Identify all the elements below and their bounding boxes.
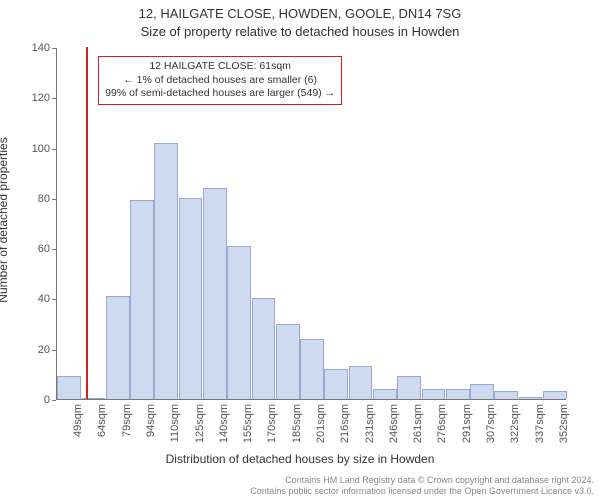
- x-tick-label: 276sqm: [436, 404, 448, 443]
- histogram-bar: [252, 298, 276, 399]
- x-tick-label: 337sqm: [534, 404, 546, 443]
- x-tick-label: 291sqm: [461, 404, 473, 443]
- x-tick-label: 231sqm: [364, 404, 376, 443]
- x-tick-label: 261sqm: [412, 404, 424, 443]
- histogram-bar: [324, 369, 348, 399]
- annotation-box: 12 HAILGATE CLOSE: 61sqm ← 1% of detache…: [98, 56, 342, 105]
- y-tick-label: 0: [20, 394, 50, 406]
- histogram-bar: [82, 398, 106, 399]
- chart-title-address: 12, HAILGATE CLOSE, HOWDEN, GOOLE, DN14 …: [0, 6, 600, 21]
- y-tick: [52, 149, 56, 150]
- y-tick-label: 20: [20, 344, 50, 356]
- x-tick-label: 201sqm: [315, 404, 327, 443]
- x-tick-label: 170sqm: [266, 404, 278, 443]
- annotation-line-1: 12 HAILGATE CLOSE: 61sqm: [105, 60, 335, 74]
- chart-title-description: Size of property relative to detached ho…: [0, 24, 600, 39]
- y-tick-label: 80: [20, 193, 50, 205]
- chart-container: 12, HAILGATE CLOSE, HOWDEN, GOOLE, DN14 …: [0, 0, 600, 500]
- x-tick-label: 246sqm: [388, 404, 400, 443]
- y-tick-label: 60: [20, 243, 50, 255]
- plot-frame: 12 HAILGATE CLOSE: 61sqm ← 1% of detache…: [56, 48, 566, 400]
- x-tick-label: 140sqm: [218, 404, 230, 443]
- x-tick-label: 216sqm: [339, 404, 351, 443]
- x-tick-label: 110sqm: [169, 404, 181, 442]
- histogram-bar: [519, 397, 543, 400]
- histogram-bar: [203, 188, 227, 399]
- y-tick-label: 140: [20, 42, 50, 54]
- y-tick: [52, 249, 56, 250]
- y-tick: [52, 98, 56, 99]
- x-tick-label: 352sqm: [558, 404, 570, 443]
- histogram-bar: [300, 339, 324, 399]
- histogram-bar: [57, 376, 81, 399]
- x-tick-label: 49sqm: [72, 404, 84, 437]
- x-tick-label: 64sqm: [96, 404, 108, 437]
- plot-area: 12 HAILGATE CLOSE: 61sqm ← 1% of detache…: [56, 48, 566, 400]
- histogram-bar: [543, 391, 567, 399]
- y-tick: [52, 400, 56, 401]
- histogram-bar: [373, 389, 397, 399]
- histogram-bar: [227, 246, 251, 399]
- attribution: Contains HM Land Registry data © Crown c…: [250, 475, 594, 498]
- x-tick-label: 125sqm: [194, 404, 206, 443]
- x-tick-label: 155sqm: [242, 404, 254, 443]
- histogram-bar: [422, 389, 446, 399]
- histogram-bar: [349, 366, 373, 399]
- histogram-bar: [130, 200, 154, 399]
- y-axis-label: Number of detached properties: [0, 137, 10, 302]
- histogram-bar: [470, 384, 494, 399]
- attribution-line-2: Contains public sector information licen…: [250, 486, 594, 497]
- y-tick-label: 40: [20, 293, 50, 305]
- histogram-bar: [276, 324, 300, 399]
- y-tick-label: 120: [20, 92, 50, 104]
- x-tick-label: 322sqm: [509, 404, 521, 443]
- x-tick-label: 307sqm: [485, 404, 497, 443]
- x-tick-label: 94sqm: [145, 404, 157, 437]
- x-tick-label: 79sqm: [121, 404, 133, 437]
- histogram-bar: [179, 198, 203, 399]
- property-marker-line: [86, 47, 88, 399]
- x-tick-label: 185sqm: [291, 404, 303, 443]
- histogram-bar: [106, 296, 130, 399]
- y-tick-label: 100: [20, 143, 50, 155]
- y-tick: [52, 199, 56, 200]
- histogram-bar: [397, 376, 421, 399]
- y-tick: [52, 299, 56, 300]
- annotation-line-2: ← 1% of detached houses are smaller (6): [105, 74, 335, 88]
- y-tick: [52, 350, 56, 351]
- histogram-bar: [494, 391, 518, 399]
- annotation-line-3: 99% of semi-detached houses are larger (…: [105, 87, 335, 101]
- x-axis-label: Distribution of detached houses by size …: [0, 452, 600, 466]
- y-tick: [52, 48, 56, 49]
- attribution-line-1: Contains HM Land Registry data © Crown c…: [250, 475, 594, 486]
- histogram-bar: [446, 389, 470, 399]
- histogram-bar: [154, 143, 178, 399]
